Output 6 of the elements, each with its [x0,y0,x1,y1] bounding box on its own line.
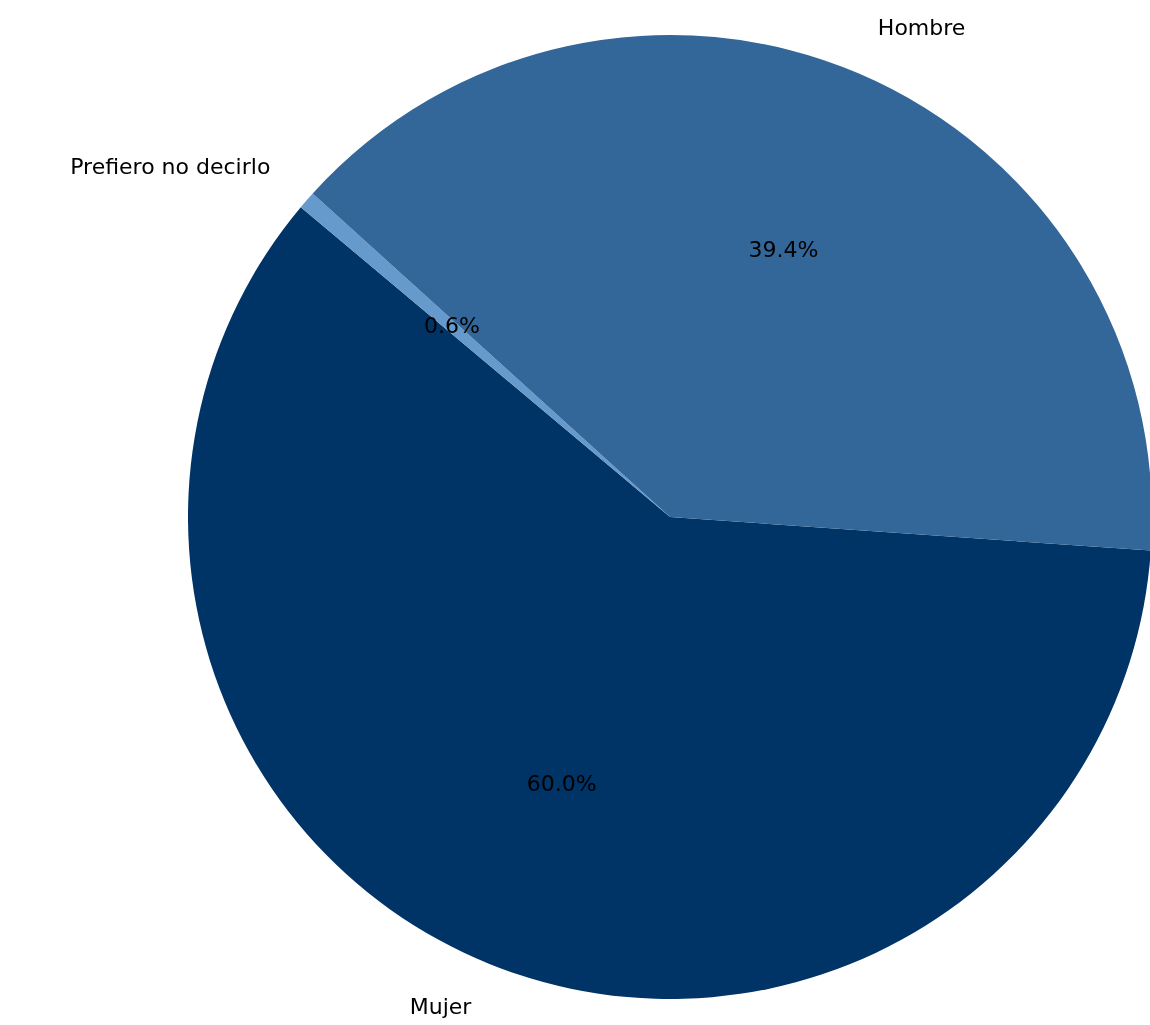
slice-label: Mujer [409,994,473,1020]
data-label: 39.4% [748,236,819,262]
data-label: 60.0% [526,770,597,796]
data-label: 0.6% [424,312,480,338]
slice-label: Hombre [877,14,966,40]
slice-label: Prefiero no decirlo [70,154,271,180]
